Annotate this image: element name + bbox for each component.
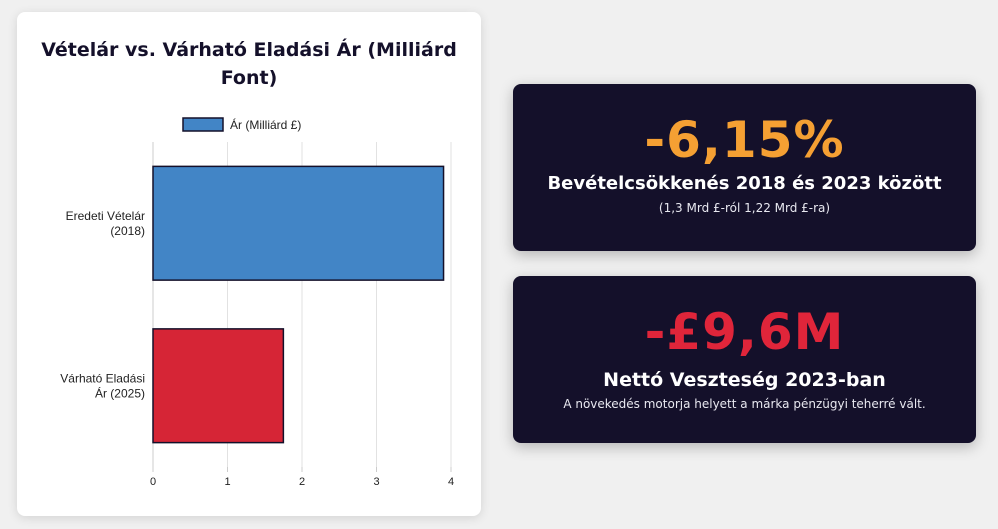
- net-loss-title: Nettó Veszteség 2023-ban: [603, 369, 886, 391]
- net-loss-value: -£9,6M: [644, 303, 845, 361]
- bar: [152, 165, 445, 281]
- category-label: Várható Eladási: [60, 371, 145, 385]
- category-label: (2018): [110, 224, 145, 238]
- chart-title: Vételár vs. Várható Eladási Ár (Milliárd…: [41, 39, 457, 89]
- chart-card: Vételár vs. Várható Eladási Ár (Milliárd…: [17, 12, 481, 516]
- net-loss-subtitle: A növekedés motorja helyett a márka pénz…: [563, 397, 926, 411]
- revenue-decline-title: Bevételcsökkenés 2018 és 2023 között: [547, 173, 942, 194]
- x-tick-label: 1: [224, 476, 230, 488]
- net-loss-card: -£9,6M Nettó Veszteség 2023-ban A növeke…: [513, 276, 976, 443]
- revenue-decline-card: -6,15% Bevételcsökkenés 2018 és 2023 köz…: [513, 84, 976, 251]
- revenue-decline-value: -6,15%: [644, 111, 845, 169]
- revenue-decline-subtitle: (1,3 Mrd £-ról 1,22 Mrd £-ra): [658, 201, 831, 215]
- x-tick-label: 0: [150, 476, 156, 488]
- x-tick-label: 2: [299, 476, 305, 488]
- legend-label: Ár (Milliárd £): [230, 117, 301, 132]
- x-tick-label: 3: [373, 476, 379, 488]
- bar-chart: 0 1 2 3 4 Ár (Milliárd £) Eredeti Vételár(2018…: [60, 117, 454, 488]
- legend-swatch: [182, 117, 224, 132]
- x-tick-label: 4: [448, 476, 454, 488]
- category-label: Ár (2025): [95, 385, 145, 400]
- category-label: Eredeti Vételár: [66, 209, 145, 223]
- bar: [152, 328, 285, 444]
